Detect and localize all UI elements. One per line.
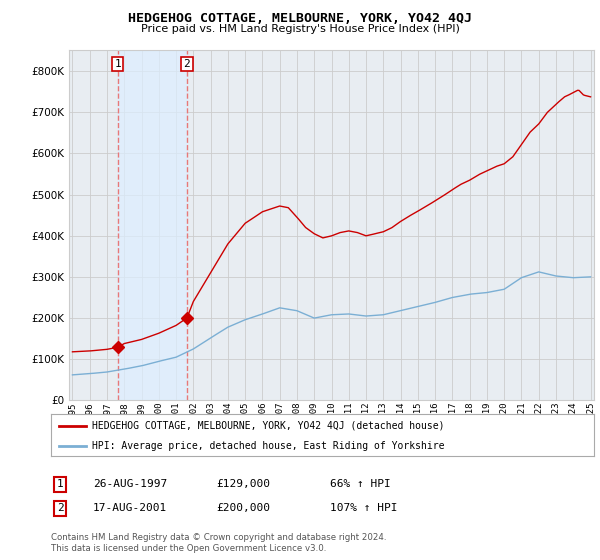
Text: HEDGEHOG COTTAGE, MELBOURNE, YORK, YO42 4QJ (detached house): HEDGEHOG COTTAGE, MELBOURNE, YORK, YO42 … [92, 421, 444, 431]
Text: £129,000: £129,000 [216, 479, 270, 489]
Text: HEDGEHOG COTTAGE, MELBOURNE, YORK, YO42 4QJ: HEDGEHOG COTTAGE, MELBOURNE, YORK, YO42 … [128, 12, 472, 25]
Text: Price paid vs. HM Land Registry's House Price Index (HPI): Price paid vs. HM Land Registry's House … [140, 24, 460, 34]
Bar [118, 50, 187, 400]
Text: 2: 2 [56, 503, 64, 514]
Text: 107% ↑ HPI: 107% ↑ HPI [330, 503, 398, 514]
Text: £200,000: £200,000 [216, 503, 270, 514]
Text: 17-AUG-2001: 17-AUG-2001 [93, 503, 167, 514]
Text: 1: 1 [115, 59, 121, 69]
Text: 26-AUG-1997: 26-AUG-1997 [93, 479, 167, 489]
Text: 1: 1 [56, 479, 64, 489]
Text: 66% ↑ HPI: 66% ↑ HPI [330, 479, 391, 489]
Text: 2: 2 [184, 59, 190, 69]
Text: Contains HM Land Registry data © Crown copyright and database right 2024.
This d: Contains HM Land Registry data © Crown c… [51, 533, 386, 553]
Text: HPI: Average price, detached house, East Riding of Yorkshire: HPI: Average price, detached house, East… [92, 441, 444, 451]
